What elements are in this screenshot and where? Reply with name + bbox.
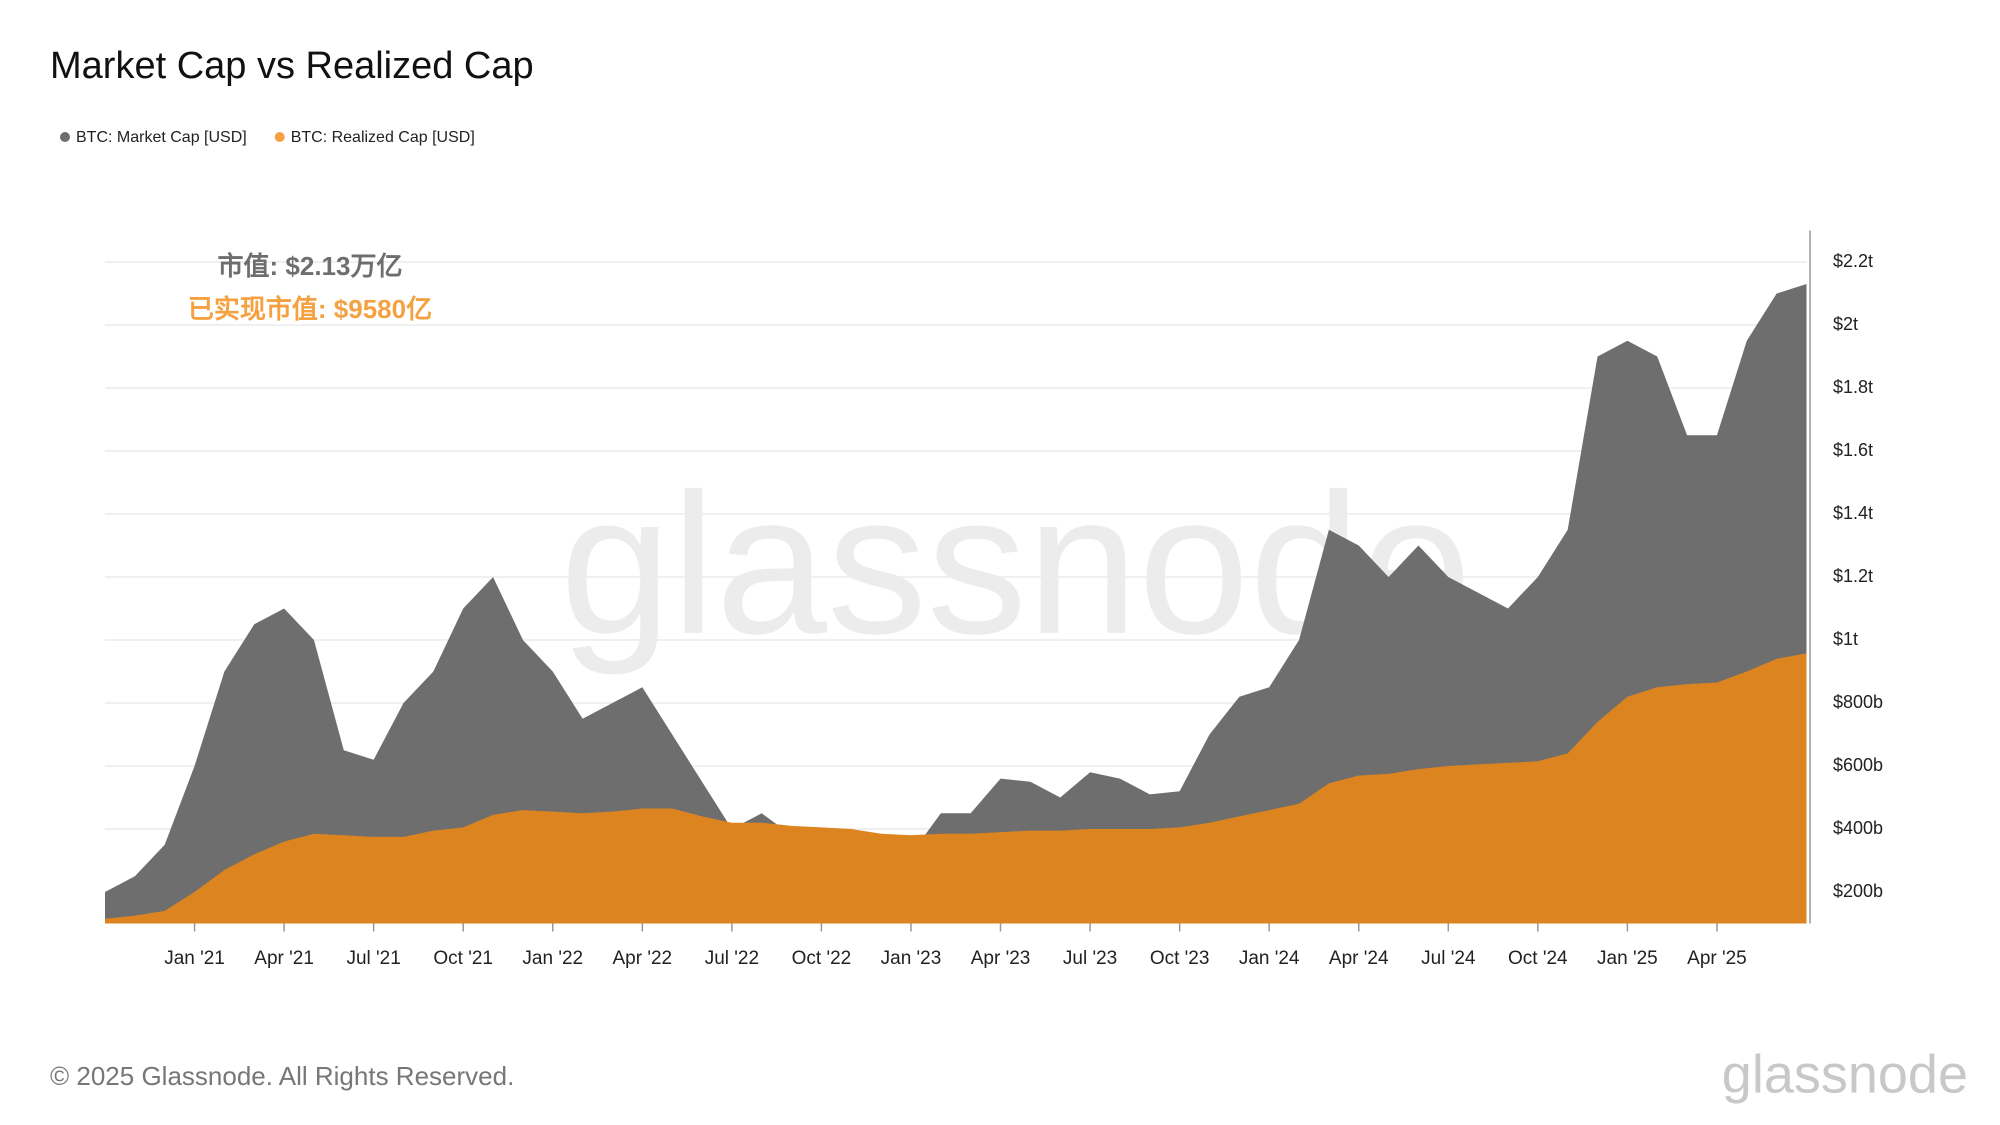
y-tick-label: $800b xyxy=(1833,692,1883,712)
legend-label: BTC: Realized Cap [USD] xyxy=(291,129,475,146)
y-tick-label: $2t xyxy=(1833,314,1858,334)
y-tick-label: $200b xyxy=(1833,881,1883,901)
x-tick-label: Jan '22 xyxy=(522,948,583,969)
legend-label: BTC: Market Cap [USD] xyxy=(76,129,247,146)
y-tick-label: $2.2t xyxy=(1833,251,1873,271)
x-tick-label: Oct '21 xyxy=(433,948,493,969)
x-tick-label: Apr '25 xyxy=(1687,948,1747,969)
x-tick-label: Jan '24 xyxy=(1239,948,1300,969)
x-tick-label: Jan '23 xyxy=(881,948,942,969)
y-tick-label: $1.6t xyxy=(1833,440,1873,460)
logo: glassnode xyxy=(1722,1044,1968,1104)
x-tick-label: Jul '23 xyxy=(1063,948,1117,969)
x-tick-label: Apr '24 xyxy=(1329,948,1389,969)
annotation: 市值: $2.13万亿 xyxy=(218,251,403,281)
x-tick-label: Jan '25 xyxy=(1597,948,1658,969)
x-tick-label: Oct '23 xyxy=(1150,948,1210,969)
legend-marker xyxy=(274,132,285,142)
y-tick-label: $1.2t xyxy=(1833,566,1873,586)
y-tick-label: $1.8t xyxy=(1833,377,1873,397)
x-tick-label: Oct '24 xyxy=(1508,948,1568,969)
plot-area xyxy=(105,261,1807,924)
x-tick-label: Apr '21 xyxy=(254,948,314,969)
y-tick-label: $1.4t xyxy=(1833,503,1873,523)
x-tick-label: Jan '21 xyxy=(164,948,225,969)
y-tick-label: $1t xyxy=(1833,629,1858,649)
x-tick-label: Oct '22 xyxy=(792,948,852,969)
area xyxy=(105,653,1807,924)
y-tick-label: $400b xyxy=(1833,818,1883,838)
area xyxy=(105,284,1807,924)
y-tick-label: $600b xyxy=(1833,755,1883,775)
x-tick-label: Apr '23 xyxy=(971,948,1031,969)
chart-title: Market Cap vs Realized Cap xyxy=(50,45,534,87)
annotation: 已实现市值: $9580亿 xyxy=(188,294,432,324)
x-tick-label: Jul '22 xyxy=(705,948,759,969)
x-tick-label: Jul '21 xyxy=(346,948,400,969)
x-tick-label: Apr '22 xyxy=(613,948,673,969)
x-tick-label: Jul '24 xyxy=(1421,948,1476,969)
legend-marker xyxy=(60,132,70,142)
copyright: © 2025 Glassnode. All Rights Reserved. xyxy=(50,1061,514,1091)
